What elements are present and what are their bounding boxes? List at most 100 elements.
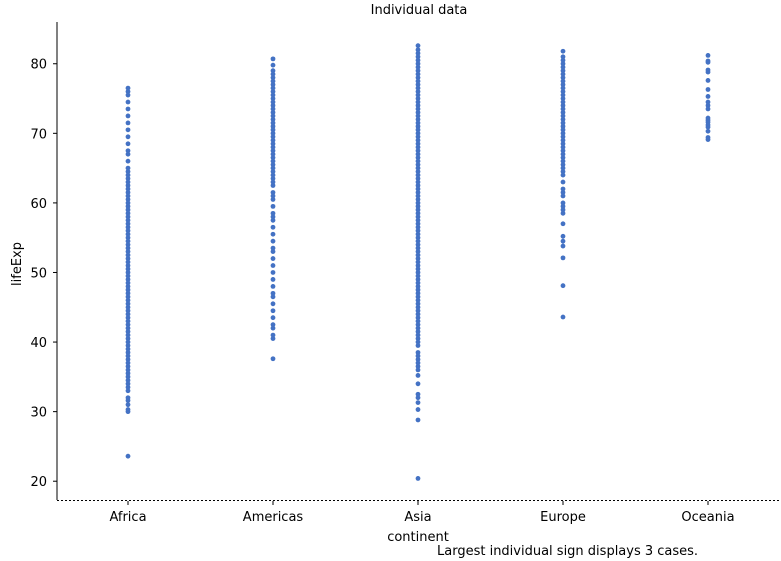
data-point <box>415 242 421 248</box>
data-point <box>125 183 131 188</box>
data-point <box>415 221 421 227</box>
data-point <box>270 92 276 98</box>
data-point <box>415 322 421 328</box>
data-point <box>560 238 566 244</box>
data-point <box>705 99 711 105</box>
data-point <box>125 245 131 251</box>
data-point <box>415 266 421 272</box>
data-point <box>415 54 421 60</box>
data-point <box>270 123 276 129</box>
data-point <box>560 96 566 101</box>
data-point <box>270 238 276 244</box>
data-point <box>415 106 421 112</box>
data-point <box>560 110 566 115</box>
data-point <box>270 256 276 261</box>
x-axis-label: continent <box>387 530 449 545</box>
data-point <box>415 301 421 307</box>
y-axis-label: lifeExp <box>10 242 25 286</box>
data-point <box>270 231 276 237</box>
data-point <box>125 249 131 255</box>
data-point <box>415 400 421 405</box>
data-point <box>125 169 131 174</box>
data-point <box>270 356 276 362</box>
data-point <box>560 221 566 227</box>
data-point <box>560 233 566 239</box>
data-point <box>705 115 711 121</box>
data-point <box>125 332 131 338</box>
data-point <box>270 165 276 171</box>
data-point <box>415 350 421 355</box>
data-point <box>125 134 131 140</box>
data-point <box>125 294 131 300</box>
data-point <box>560 255 566 261</box>
data-point <box>415 151 421 157</box>
data-point <box>415 190 421 195</box>
data-point <box>270 294 276 300</box>
data-point <box>705 94 711 99</box>
data-point <box>270 155 276 161</box>
data-point <box>560 190 566 195</box>
data-point <box>415 373 421 378</box>
data-point <box>125 238 131 244</box>
data-point <box>270 332 276 338</box>
data-point <box>270 127 276 133</box>
data-point <box>125 301 131 307</box>
data-point <box>415 120 421 126</box>
data-point <box>270 283 276 289</box>
data-point <box>125 259 131 265</box>
data-point <box>415 82 421 88</box>
data-point <box>415 96 421 101</box>
data-point <box>125 200 131 206</box>
data-point <box>415 357 421 362</box>
data-point <box>125 395 131 401</box>
data-point <box>270 172 276 178</box>
data-point <box>125 92 131 98</box>
data-point <box>415 407 421 412</box>
data-point <box>415 123 421 129</box>
data-point <box>125 231 131 237</box>
data-point <box>705 103 711 108</box>
data-point <box>270 68 276 74</box>
data-point <box>125 280 131 286</box>
data-point <box>125 388 131 394</box>
data-point <box>270 210 276 216</box>
data-point <box>125 336 131 341</box>
data-point <box>125 360 131 366</box>
data-point <box>560 210 566 216</box>
data-point <box>270 322 276 328</box>
data-point <box>560 186 566 192</box>
data-point <box>415 110 421 115</box>
data-point <box>415 280 421 286</box>
y-tick-label: 80 <box>30 58 47 73</box>
data-point <box>705 58 711 64</box>
data-point <box>560 54 566 60</box>
data-point <box>415 169 421 174</box>
data-point <box>415 364 421 369</box>
data-point <box>415 71 421 77</box>
data-point <box>415 249 421 255</box>
y-tick-label: 70 <box>30 127 47 142</box>
data-point <box>415 78 421 84</box>
data-point <box>125 197 131 202</box>
data-point <box>705 135 711 140</box>
data-point <box>560 243 566 249</box>
data-point <box>270 301 276 307</box>
data-point <box>415 224 421 230</box>
data-point <box>560 207 566 213</box>
data-point <box>415 283 421 289</box>
data-point <box>270 134 276 140</box>
data-point <box>270 137 276 143</box>
data-point <box>560 57 566 63</box>
data-point <box>560 82 566 88</box>
data-point <box>415 238 421 244</box>
data-point <box>560 155 566 161</box>
data-point <box>415 311 421 317</box>
y-ticks: 20 30 40 50 60 70 80 <box>30 58 57 490</box>
data-point <box>125 141 131 147</box>
data-point <box>125 203 131 209</box>
data-point <box>270 89 276 94</box>
data-point <box>270 325 276 331</box>
data-point <box>560 85 566 91</box>
data-point <box>415 85 421 91</box>
